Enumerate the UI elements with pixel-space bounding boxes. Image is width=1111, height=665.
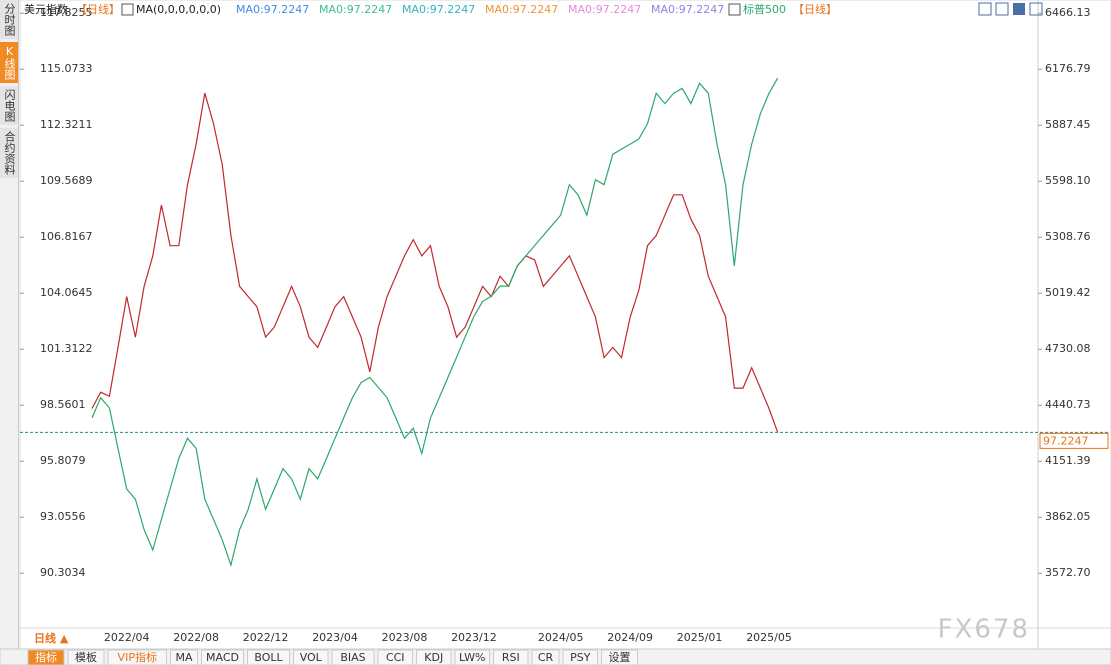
sidebar-tab[interactable]: 分时图	[0, 0, 18, 39]
toolbar-tab[interactable]: 设置	[609, 651, 631, 664]
toolbar-tab-bg[interactable]	[27, 649, 65, 665]
x-tick-label: 2022/04	[104, 631, 150, 644]
toolbar-tab[interactable]: PSY	[570, 651, 591, 664]
icon[interactable]	[1013, 3, 1025, 15]
y2-tick-label: 6176.79	[1045, 62, 1091, 75]
legend-text: MA0:97.2247	[402, 3, 475, 16]
y-tick-label: 104.0645	[40, 286, 93, 299]
x-tick-label: 2025/05	[746, 631, 792, 644]
icon[interactable]	[995, 2, 1009, 16]
sidebar-tab[interactable]: 合约资料	[0, 128, 18, 178]
y-tick-label: 106.8167	[40, 230, 93, 243]
y2-tick-label: 4730.08	[1045, 342, 1091, 355]
y2-tick-label: 4440.73	[1045, 398, 1091, 411]
x-tick-label: 2023/12	[451, 631, 497, 644]
toolbar-tab[interactable]: CR	[538, 651, 554, 664]
legend-text: MA0:97.2247	[319, 3, 392, 16]
period-button[interactable]: 日线 ▲	[34, 631, 69, 645]
toolbar-tab-bg[interactable]	[454, 649, 490, 665]
toolbar-tab[interactable]: LW%	[459, 651, 485, 664]
x-tick-label: 2024/09	[607, 631, 653, 644]
x-tick-label: 2023/08	[382, 631, 428, 644]
toolbar-tab-bg[interactable]	[562, 649, 598, 665]
x-tick-label: 2024/05	[538, 631, 584, 644]
toolbar-tab[interactable]: MACD	[206, 651, 239, 664]
x-tick-label: 2025/01	[677, 631, 723, 644]
last-value-label: 97.2247	[1043, 434, 1089, 447]
toolbar-tab-bg[interactable]	[170, 649, 198, 665]
y-tick-label: 93.0556	[40, 510, 86, 523]
toolbar-tab-bg[interactable]	[293, 649, 329, 665]
y2-tick-label: 3572.70	[1045, 566, 1091, 579]
toolbar-tab[interactable]: BOLL	[254, 651, 283, 664]
toolbar-tab-bg[interactable]	[493, 649, 529, 665]
toolbar-tab-bg[interactable]	[377, 649, 413, 665]
sidebar-tab[interactable]: K线图	[0, 42, 18, 83]
y-tick-label: 98.5601	[40, 398, 86, 411]
legend-icon	[728, 3, 741, 16]
y-tick-label: 90.3034	[40, 566, 86, 579]
y-tick-label: 101.3122	[40, 342, 93, 355]
toolbar-tab[interactable]: 指标	[35, 650, 57, 664]
legend-text: 【日线】	[76, 2, 120, 16]
y2-tick-label: 3862.05	[1045, 510, 1091, 523]
toolbar-tab[interactable]: MA	[175, 651, 192, 664]
legend-text: MA0:97.2247	[651, 3, 724, 16]
toolbar-tab-bg[interactable]	[531, 649, 560, 665]
toolbar-tab-bg[interactable]	[331, 649, 375, 665]
toolbar-tab-bg[interactable]	[601, 649, 638, 665]
toolbar-tab[interactable]: RSI	[502, 651, 520, 664]
toolbar-tab[interactable]: CCI	[386, 651, 405, 664]
plot-frame	[19, 0, 1111, 629]
toolbar-tab-bg[interactable]	[107, 649, 167, 665]
legend-icon	[121, 3, 134, 16]
y2-tick-label: 5598.10	[1045, 174, 1091, 187]
legend-text: MA(0,0,0,0,0,0)	[136, 3, 221, 16]
toolbar-tab-bg[interactable]	[201, 649, 244, 665]
toolbar-tab-bg[interactable]	[416, 649, 452, 665]
y-tick-label: 115.0733	[40, 62, 93, 75]
y-tick-label: 109.5689	[40, 174, 93, 187]
legend-text: 【日线】	[793, 2, 837, 16]
toolbar-tab[interactable]: 模板	[75, 650, 97, 664]
toolbar-tab[interactable]: KDJ	[424, 651, 443, 664]
y2-tick-label: 6466.13	[1045, 6, 1091, 19]
sidebar-tab[interactable]: 闪电图	[0, 86, 18, 125]
window-icons[interactable]	[978, 2, 1043, 16]
legend-text: 美元指数	[24, 2, 68, 16]
series-line	[91, 77, 779, 568]
legend-text: MA0:97.2247	[236, 3, 309, 16]
y2-tick-label: 5019.42	[1045, 286, 1091, 299]
toolbar-tab-bg[interactable]	[247, 649, 290, 665]
icon[interactable]	[978, 2, 992, 16]
y2-tick-label: 4151.39	[1045, 454, 1091, 467]
last-value-box	[1039, 432, 1109, 449]
series-line	[91, 92, 779, 433]
sidebar: 分时图 K线图闪电图合约资料	[0, 0, 19, 665]
icon[interactable]	[1029, 2, 1043, 16]
y-tick-label: 112.3211	[40, 118, 93, 131]
y2-tick-label: 5887.45	[1045, 118, 1091, 131]
toolbar-tab-bg[interactable]	[67, 649, 105, 665]
y-tick-label: 95.8079	[40, 454, 86, 467]
toolbar-tab[interactable]: BIAS	[340, 651, 365, 664]
x-tick-label: 2023/04	[312, 631, 358, 644]
x-tick-label: 2022/12	[243, 631, 289, 644]
legend-text: MA0:97.2247	[568, 3, 641, 16]
legend-text: MA0:97.2247	[485, 3, 558, 16]
x-tick-label: 2022/08	[173, 631, 219, 644]
y2-tick-label: 5308.76	[1045, 230, 1091, 243]
legend-text: 标普500	[743, 2, 786, 16]
toolbar-tab[interactable]: VOL	[300, 651, 323, 664]
toolbar-tab[interactable]: VIP指标	[118, 650, 157, 664]
watermark: FX678	[938, 615, 1030, 645]
y-tick-label: 117.8255	[40, 6, 93, 19]
